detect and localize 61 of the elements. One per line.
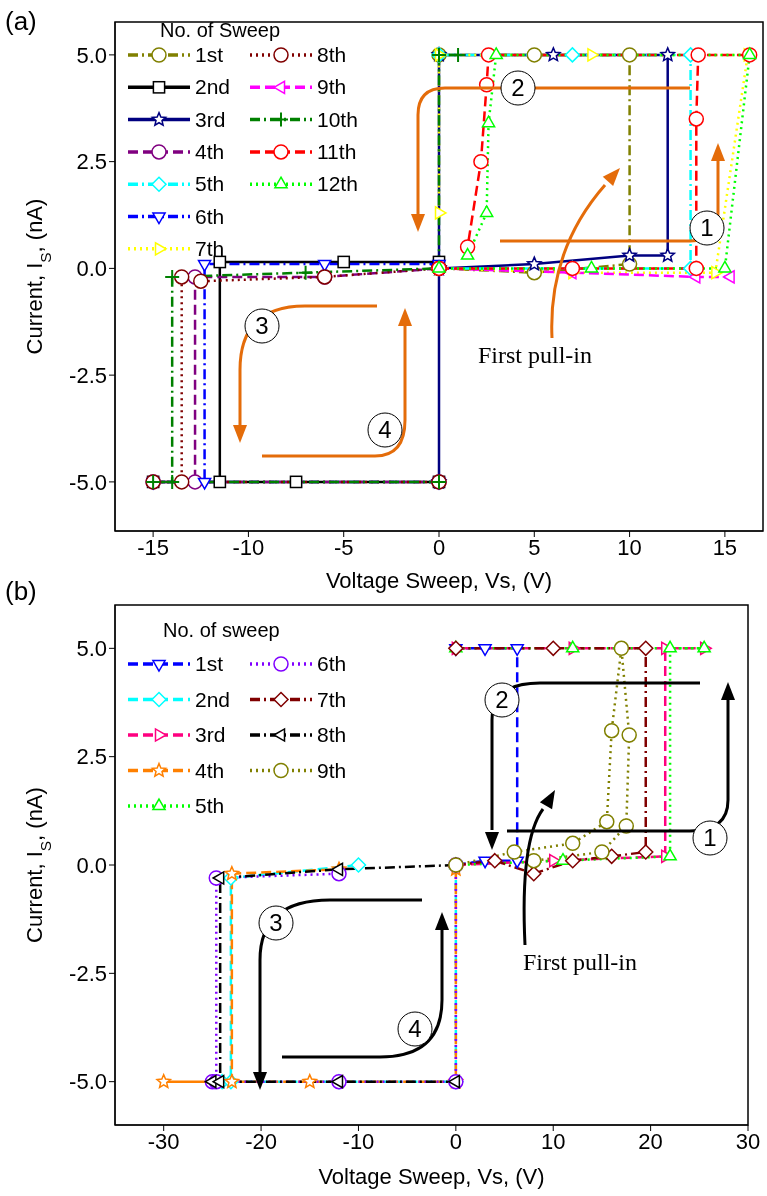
- legend-label: 6th: [317, 652, 347, 675]
- annotation: 2: [511, 74, 525, 101]
- annotation: 3: [269, 909, 283, 936]
- x-tick-label: 0: [449, 1128, 462, 1154]
- y-tick-label: 0.0: [76, 852, 107, 878]
- legend-label: 1st: [195, 43, 224, 66]
- legend-title: No. of sweep: [163, 619, 280, 641]
- legend-title: No. of Sweep: [160, 19, 281, 41]
- y-tick-label: 5.0: [76, 636, 107, 662]
- y-tick-label: 5.0: [76, 42, 107, 68]
- x-tick-label: 10: [540, 1128, 566, 1154]
- y-tick-label: -5.0: [69, 1069, 107, 1095]
- legend-label: 8th: [317, 43, 347, 66]
- legend-label: 4th: [195, 139, 225, 163]
- x-axis-title: Voltage Sweep, Vs, (V): [318, 1164, 545, 1189]
- annotation: 1: [703, 824, 717, 851]
- legend-label: 3rd: [195, 107, 226, 131]
- chart-title: (b): [5, 576, 37, 606]
- x-tick-label: 10: [617, 534, 642, 560]
- chart-title: (a): [5, 6, 37, 36]
- x-tick-label: -15: [137, 534, 170, 560]
- legend-label: 5th: [195, 172, 225, 196]
- x-tick-label: -20: [245, 1128, 277, 1154]
- y-tick-label: -2.5: [69, 362, 107, 388]
- x-tick-label: 0: [432, 534, 446, 560]
- legend-label: 9th: [317, 758, 347, 782]
- annotation: 2: [495, 686, 509, 713]
- x-tick-label: -10: [232, 534, 265, 560]
- x-tick-label: 15: [712, 534, 738, 560]
- legend-label: 4th: [195, 758, 225, 782]
- x-tick-label: 30: [735, 1128, 761, 1154]
- legend-label: 5th: [195, 794, 225, 817]
- x-tick-label: 5: [528, 534, 541, 560]
- legend-label: 12th: [317, 172, 358, 196]
- annotation: 3: [255, 312, 269, 339]
- x-tick-label: -10: [342, 1128, 375, 1154]
- legend-label: 3rd: [195, 723, 226, 746]
- x-axis-title: Voltage Sweep, Vs, (V): [325, 568, 553, 593]
- legend-label: 6th: [195, 204, 225, 228]
- y-tick-label: 2.5: [76, 149, 107, 175]
- legend-label: 7th: [317, 687, 347, 711]
- annotation: First pull-in: [477, 342, 593, 368]
- x-tick-label: 20: [638, 1128, 663, 1154]
- annotation: First pull-in: [522, 949, 638, 975]
- annotation: 4: [408, 1015, 422, 1042]
- legend-label: 8th: [317, 723, 347, 746]
- legend-label: 11th: [317, 139, 357, 163]
- annotation: 1: [700, 214, 714, 241]
- y-tick-label: 0.0: [76, 256, 107, 282]
- legend-label: 2nd: [195, 75, 231, 99]
- legend-label: 7th: [195, 236, 225, 260]
- y-tick-label: 2.5: [76, 744, 107, 770]
- y-tick-label: -2.5: [69, 961, 107, 987]
- legend-label: 1st: [195, 652, 224, 675]
- x-tick-label: -30: [147, 1128, 180, 1154]
- y-tick-label: -5.0: [69, 469, 107, 495]
- annotation: 4: [378, 416, 392, 443]
- legend-label: 10th: [317, 107, 358, 131]
- legend-label: 2nd: [195, 687, 231, 711]
- legend-label: 9th: [317, 75, 347, 99]
- x-tick-label: -5: [333, 534, 354, 560]
